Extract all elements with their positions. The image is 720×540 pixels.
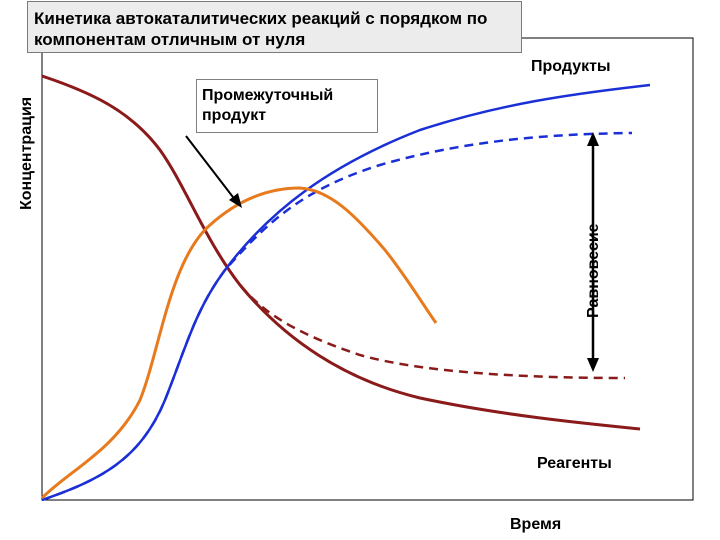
intermediate-curve [40,186,438,500]
callout-arrow [185,135,237,202]
x-axis-label: Время [510,516,562,533]
equilibrium-label: Равновесие [585,223,602,318]
reagents-equilibrium-curve [41,74,626,380]
reagents-label: Реагенты [537,455,612,472]
products-curve [41,83,651,502]
intermediate-label: Промежуточный продукт [196,79,378,133]
callout-arrowhead [229,193,242,208]
equilibrium-arrowhead-bottom [587,358,599,372]
slide-title: Кинетика автокаталитических реакций с по… [27,1,522,53]
y-axis-label: Концентрация [18,96,35,210]
products-label: Продукты [531,58,611,75]
equilibrium-arrowhead-top [587,132,599,146]
products-equilibrium-curve [41,131,633,502]
reagents-curve [41,74,641,431]
